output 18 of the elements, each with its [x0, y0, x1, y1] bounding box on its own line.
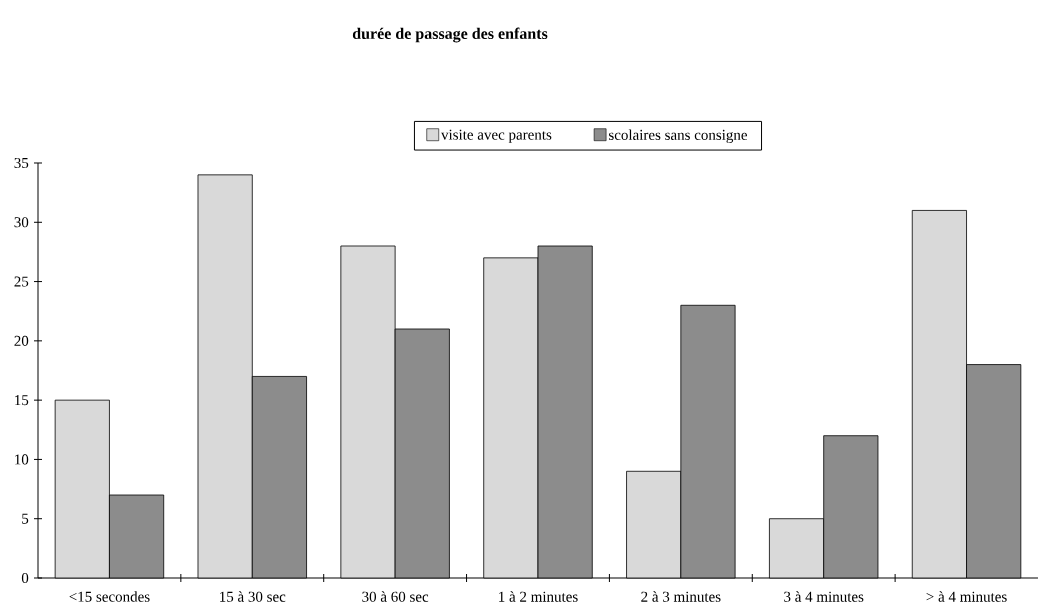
y-tick-label: 25 [14, 276, 29, 287]
x-tick-label: 30 à 60 sec [362, 591, 429, 602]
y-tick-label: 35 [14, 157, 29, 169]
x-tick-label: 2 à 3 minutes [641, 591, 721, 602]
y-tick-label: 20 [14, 335, 29, 346]
y-tick-label: 30 [14, 217, 29, 228]
x-tick-label: <15 secondes [69, 591, 150, 602]
chart-title: durée de passage des enfants [352, 27, 548, 43]
x-tick-label: 15 à 30 sec [220, 591, 286, 602]
y-tick-label: 15 [15, 395, 29, 406]
legend-label: visite avec parents [441, 129, 552, 143]
x-tick-label: 3 à 4 minutes [784, 591, 864, 602]
y-tick-label: 0 [21, 572, 29, 584]
legend-label: scolaires sans consigne [609, 129, 748, 144]
y-tick-label: 10 [15, 454, 29, 465]
x-tick-label: > à 4 minutes [926, 591, 1007, 602]
y-tick-label: 5 [22, 513, 29, 524]
x-tick-label: 1 à 2 minutes [499, 591, 578, 602]
